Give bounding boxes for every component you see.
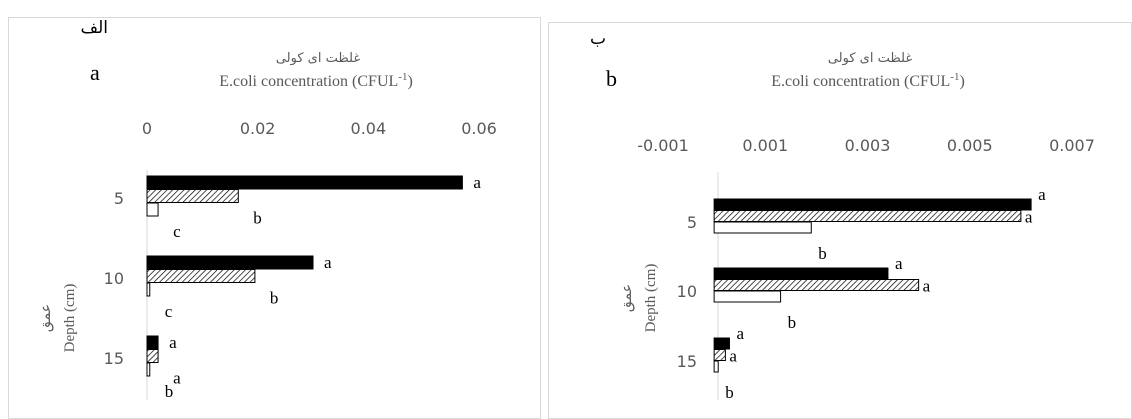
panel-a-label-fa: الف bbox=[80, 18, 108, 38]
panel-a-significance-letter: a bbox=[173, 369, 181, 388]
panel-b-bar-solid-depth-5 bbox=[713, 198, 1032, 211]
panel-a-x-tick-label: 0 bbox=[142, 119, 152, 138]
panel-a-category-label: 15 bbox=[104, 349, 124, 368]
panel-b-category-label: 15 bbox=[677, 352, 697, 371]
panel-a-significance-letter: c bbox=[165, 302, 173, 321]
panel-a-significance-letter: b bbox=[165, 382, 174, 401]
panel-a-category-label: 10 bbox=[104, 269, 124, 288]
panel-b-x-tick-label: 0.007 bbox=[1049, 136, 1095, 155]
panel-a-significance-letter: a bbox=[169, 333, 177, 352]
panel-b-bar-empty-depth-10 bbox=[713, 290, 782, 303]
panel-a-title: E.coli concentration (CFUL-1) bbox=[219, 71, 413, 90]
panel-a-ylabel-en: Depth (cm) bbox=[62, 284, 78, 353]
panel-a-ylabel-fa: عمق bbox=[38, 304, 54, 332]
panel-a-bar-hatched-depth-15 bbox=[146, 349, 159, 363]
panel-a: الف a غلظت ای کولی E.coli concentration … bbox=[8, 17, 541, 419]
panel-b-label-fa: ب bbox=[590, 29, 606, 49]
panel-b-ylabel-en: Depth (cm) bbox=[643, 264, 659, 333]
panel-b: ب b غلظت ای کولی E.coli concentration (C… bbox=[548, 22, 1132, 419]
panel-b-significance-letter: a bbox=[729, 347, 737, 366]
panel-b-ylabel-fa: عمق bbox=[619, 284, 635, 312]
panel-a-bar-solid-depth-10 bbox=[146, 255, 314, 270]
panel-a-significance-letter: a bbox=[324, 253, 332, 272]
panel-b-x-tick-label: -0.001 bbox=[637, 136, 689, 155]
panel-a-title-fa: غلظت ای کولی bbox=[276, 51, 360, 66]
panel-a-x-tick-label: 0.02 bbox=[240, 119, 276, 138]
panel-b-ylabel: عمق Depth (cm) bbox=[619, 264, 659, 333]
panel-b-bar-hatched-depth-15 bbox=[713, 349, 726, 361]
panel-b-title-fa: غلظت ای کولی bbox=[828, 51, 912, 66]
panel-a-bar-empty-depth-10 bbox=[146, 282, 151, 297]
panel-a-category-label: 5 bbox=[114, 189, 124, 208]
panel-a-bar-empty-depth-5 bbox=[146, 202, 159, 217]
panel-b-x-tick-label: 0.005 bbox=[947, 136, 993, 155]
panel-b-category-label: 5 bbox=[687, 213, 697, 232]
panel-b-significance-letter: a bbox=[1038, 185, 1046, 204]
panel-b-bar-hatched-depth-10 bbox=[713, 279, 920, 291]
panel-b-significance-letter: a bbox=[895, 254, 903, 273]
panel-a-bar-solid-depth-5 bbox=[146, 175, 463, 190]
panel-b-x-tick-label: 0.003 bbox=[845, 136, 891, 155]
panel-a-significance-letter: b bbox=[253, 209, 261, 228]
panel-a-significance-letter: b bbox=[270, 289, 279, 308]
panel-b-x-tick-label: 0.001 bbox=[742, 136, 788, 155]
panel-b-bar-hatched-depth-5 bbox=[713, 210, 1022, 222]
panel-b-significance-letter: a bbox=[923, 277, 931, 296]
panel-a-bar-hatched-depth-5 bbox=[146, 189, 239, 203]
panel-b-bar-solid-depth-10 bbox=[713, 267, 889, 280]
panel-a-bar-hatched-depth-10 bbox=[146, 269, 256, 283]
panel-b-bar-empty-depth-15 bbox=[713, 360, 719, 373]
panel-b-significance-letter: b bbox=[788, 313, 797, 332]
panel-a-label: a bbox=[90, 60, 100, 85]
panel-b-significance-letter: b bbox=[725, 383, 734, 402]
panel-b-label: b bbox=[606, 66, 617, 91]
panel-a-bar-solid-depth-15 bbox=[146, 335, 159, 350]
panel-a-bar-empty-depth-15 bbox=[146, 362, 151, 377]
panel-a-x-tick-label: 0.06 bbox=[461, 119, 497, 138]
panel-b-category-label: 10 bbox=[677, 282, 697, 301]
panel-a-significance-letter: a bbox=[473, 173, 481, 192]
panel-b-significance-letter: b bbox=[818, 244, 827, 263]
panel-b-significance-letter: a bbox=[736, 324, 744, 343]
panel-b-bar-empty-depth-5 bbox=[713, 221, 812, 234]
panel-b-title: E.coli concentration (CFUL-1) bbox=[771, 71, 965, 90]
panel-b-significance-letter: a bbox=[1025, 208, 1033, 227]
panel-b-bar-solid-depth-15 bbox=[713, 337, 730, 350]
panel-a-x-tick-label: 0.04 bbox=[351, 119, 387, 138]
panel-a-significance-letter: c bbox=[173, 222, 181, 241]
panel-a-ylabel: عمق Depth (cm) bbox=[38, 284, 78, 353]
